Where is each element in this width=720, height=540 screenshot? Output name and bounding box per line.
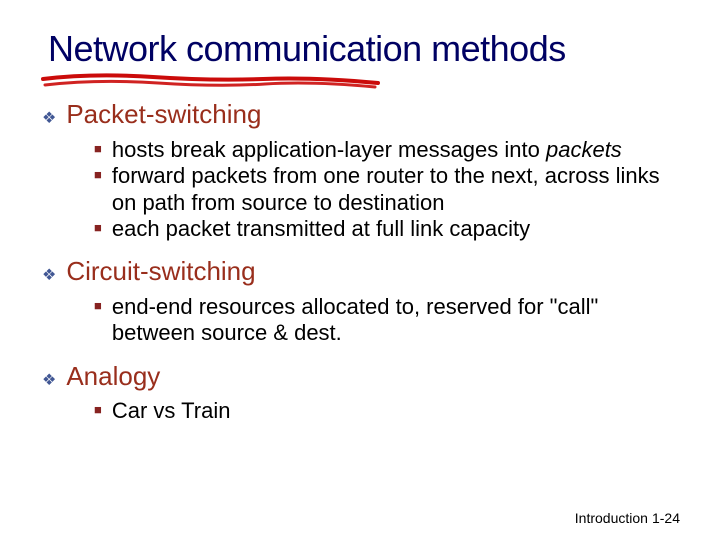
section-packet-switching: ❖ Packet-switching ■ hosts break applica…	[48, 99, 672, 242]
slide-content: ❖ Packet-switching ■ hosts break applica…	[48, 99, 672, 424]
square-bullet-icon: ■	[94, 398, 102, 421]
diamond-bullet-icon: ❖	[42, 108, 56, 130]
section-heading: Circuit-switching	[66, 256, 255, 287]
section-header: ❖ Circuit-switching	[48, 256, 672, 287]
sublist: ■ end-end resources allocated to, reserv…	[94, 294, 672, 347]
square-bullet-icon: ■	[94, 216, 102, 239]
section-header: ❖ Packet-switching	[48, 99, 672, 130]
list-item-text: forward packets from one router to the n…	[112, 163, 672, 216]
sublist: ■ hosts break application-layer messages…	[94, 137, 672, 243]
footer-label: Introduction	[575, 510, 648, 526]
slide-footer: Introduction1-24	[575, 510, 680, 526]
list-item-text: Car vs Train	[112, 398, 231, 424]
section-heading: Analogy	[66, 361, 160, 392]
title-underline	[33, 65, 393, 95]
list-item: ■ hosts break application-layer messages…	[94, 137, 672, 163]
list-item: ■ Car vs Train	[94, 398, 672, 424]
slide-title: Network communication methods	[48, 28, 672, 69]
list-item: ■ each packet transmitted at full link c…	[94, 216, 672, 242]
list-item: ■ end-end resources allocated to, reserv…	[94, 294, 672, 347]
diamond-bullet-icon: ❖	[42, 370, 56, 392]
footer-page-number: 1-24	[652, 510, 680, 526]
list-item: ■ forward packets from one router to the…	[94, 163, 672, 216]
title-area: Network communication methods	[48, 28, 672, 69]
square-bullet-icon: ■	[94, 163, 102, 186]
list-item-text: end-end resources allocated to, reserved…	[112, 294, 672, 347]
section-heading: Packet-switching	[66, 99, 261, 130]
square-bullet-icon: ■	[94, 294, 102, 317]
section-circuit-switching: ❖ Circuit-switching ■ end-end resources …	[48, 256, 672, 346]
list-item-text: hosts break application-layer messages i…	[112, 137, 622, 163]
section-header: ❖ Analogy	[48, 361, 672, 392]
square-bullet-icon: ■	[94, 137, 102, 160]
sublist: ■ Car vs Train	[94, 398, 672, 424]
list-item-text: each packet transmitted at full link cap…	[112, 216, 530, 242]
section-analogy: ❖ Analogy ■ Car vs Train	[48, 361, 672, 425]
diamond-bullet-icon: ❖	[42, 265, 56, 287]
